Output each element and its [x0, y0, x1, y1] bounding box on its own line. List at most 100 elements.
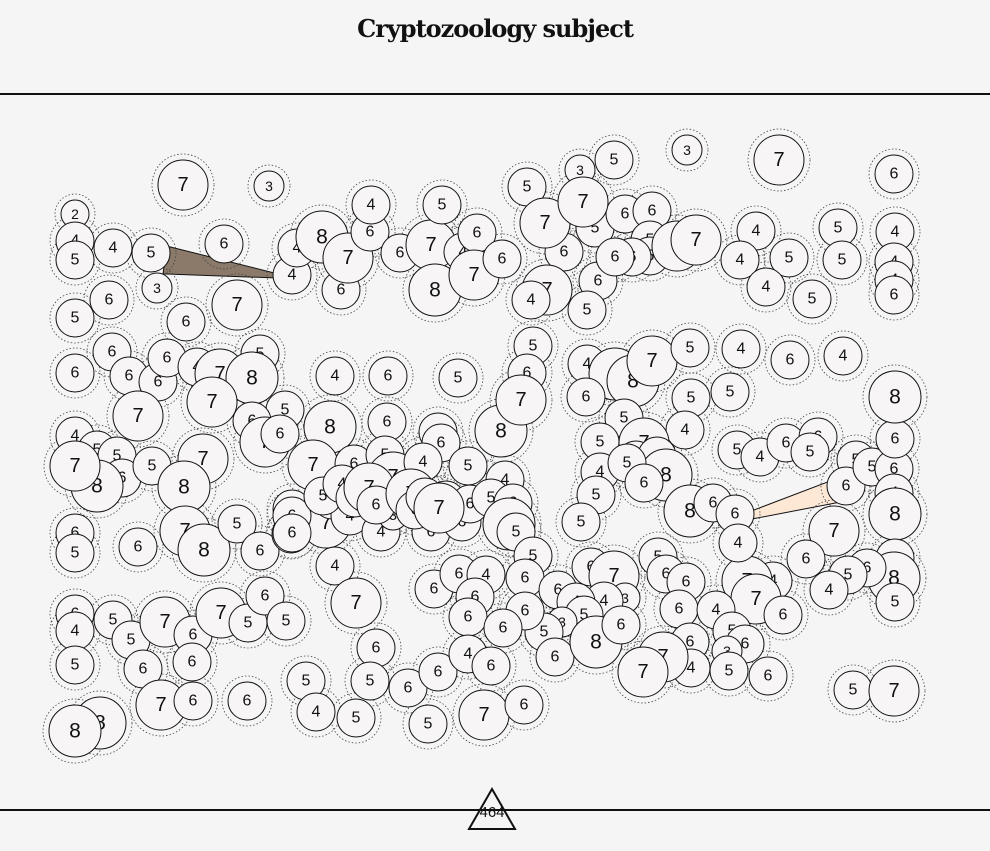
bubble-value: 6: [611, 249, 620, 266]
bubble-value: 6: [154, 374, 163, 391]
bubble-node: 6: [166, 302, 206, 342]
bubble-circle: [186, 376, 238, 428]
bubble-node: 6: [240, 531, 280, 571]
bubble-halo: [489, 368, 553, 432]
bubble-circle: [177, 523, 231, 577]
bubble-circle: [557, 176, 609, 228]
bubble-circle: [315, 356, 355, 396]
bubble-node: 7: [670, 214, 722, 266]
bubble-value: 5: [302, 673, 311, 690]
bubble-node: 7: [495, 374, 547, 426]
bubble-circle: [368, 356, 408, 396]
bubble-node: 6: [418, 652, 458, 692]
bubble-value: 6: [731, 506, 740, 523]
bubble-value: 3: [558, 614, 566, 630]
bubble-value: 4: [681, 422, 690, 439]
bubble-value: 5: [849, 682, 858, 699]
bubble-value: 8: [316, 226, 328, 249]
bubble-halo: [715, 323, 767, 375]
bubble-value: 6: [487, 658, 496, 675]
bubble-value: 8: [246, 367, 258, 390]
bubble-halo: [83, 274, 135, 326]
bubble-value: 4: [377, 524, 386, 541]
bubble-node: 6: [227, 681, 267, 721]
bubble-value: 6: [675, 601, 684, 618]
bubble-value: 6: [709, 495, 718, 512]
bubble-value: 3: [265, 178, 273, 194]
bubble-value: 6: [189, 627, 198, 644]
bubble-node: 5: [792, 279, 832, 319]
bubble-value: 6: [139, 661, 148, 678]
bubble-circle: [809, 570, 849, 610]
bubble-value: 6: [383, 414, 392, 431]
bubble-node: 4: [718, 523, 758, 563]
bubble-circle: [670, 328, 710, 368]
bubble-value: 7: [828, 520, 839, 542]
bubble-value: 7: [468, 264, 479, 286]
bubble-circle: [769, 238, 809, 278]
bubble-node: 8: [157, 460, 211, 514]
bubble-node: 4: [665, 410, 705, 450]
bubble-value: 5: [93, 442, 102, 459]
bubble-circle: [561, 502, 601, 542]
bubble-value: 6: [594, 273, 603, 290]
bubble-node: 6: [173, 681, 213, 721]
bubble-node: 8: [177, 523, 231, 577]
bubble-node: 6: [367, 402, 407, 442]
bubble-node: 6: [566, 377, 606, 417]
bubble-circle: [296, 692, 336, 732]
bubble-halo: [49, 527, 101, 579]
bubble-circle: [118, 527, 158, 567]
bubble-node: 7: [49, 440, 101, 492]
bubble-node: 6: [471, 646, 511, 686]
bubble-node: 6: [504, 685, 544, 725]
bubble-node: 6: [204, 224, 244, 264]
bubble-node: 6: [624, 463, 664, 503]
bubble-circle: [721, 329, 761, 369]
bubble-circle: [48, 704, 102, 758]
bubble-value: 6: [366, 224, 375, 241]
bubble-circle: [670, 214, 722, 266]
bubble-circle: [172, 642, 212, 682]
bubble-value: 3: [153, 280, 161, 296]
bubble-node: 7: [808, 505, 860, 557]
bubble-value: 7: [342, 247, 353, 269]
bubble-value: 6: [473, 225, 482, 242]
bubble-value: 7: [350, 592, 361, 614]
bubble-value: 7: [159, 611, 170, 633]
bubble-node: 5: [833, 670, 873, 710]
bubble-halo: [316, 226, 380, 290]
bubble-node: 5: [408, 704, 448, 744]
bubble-node: 6: [770, 340, 810, 380]
bubble-value: 4: [839, 348, 848, 365]
bubble-node: 8: [225, 351, 279, 405]
bubble-value: 8: [495, 420, 507, 443]
bubble-halo: [817, 330, 869, 382]
bubble-circle: [504, 685, 544, 725]
bubble-value: 6: [466, 496, 475, 513]
bubble-value: 4: [419, 454, 428, 471]
bubble-circle: [408, 704, 448, 744]
bubble-value: 4: [596, 464, 605, 481]
bubble-value: 5: [844, 567, 853, 584]
bubble-node: 8: [868, 487, 922, 541]
bubble-value: 4: [600, 593, 609, 610]
bubble-circle: [55, 353, 95, 393]
bubble-node: 5: [286, 661, 326, 701]
bubble-value: 8: [627, 370, 639, 393]
bubble-node: 6: [55, 353, 95, 393]
bubble-node: 6: [874, 275, 914, 315]
bubble-node: 6: [595, 237, 635, 277]
bubble-value: 8: [684, 500, 696, 523]
bubble-value: 5: [71, 252, 80, 269]
bubble-value: 6: [220, 236, 229, 253]
bubble-node: 6: [260, 414, 300, 454]
bubble-halo: [714, 234, 766, 286]
bubble-circle: [55, 298, 95, 338]
bubble-node: 5: [875, 582, 915, 622]
bubble-node: 5: [769, 238, 809, 278]
bubble-value: 4: [712, 602, 721, 619]
bubble-value: 6: [617, 617, 626, 634]
bottom-rule: [0, 809, 990, 811]
